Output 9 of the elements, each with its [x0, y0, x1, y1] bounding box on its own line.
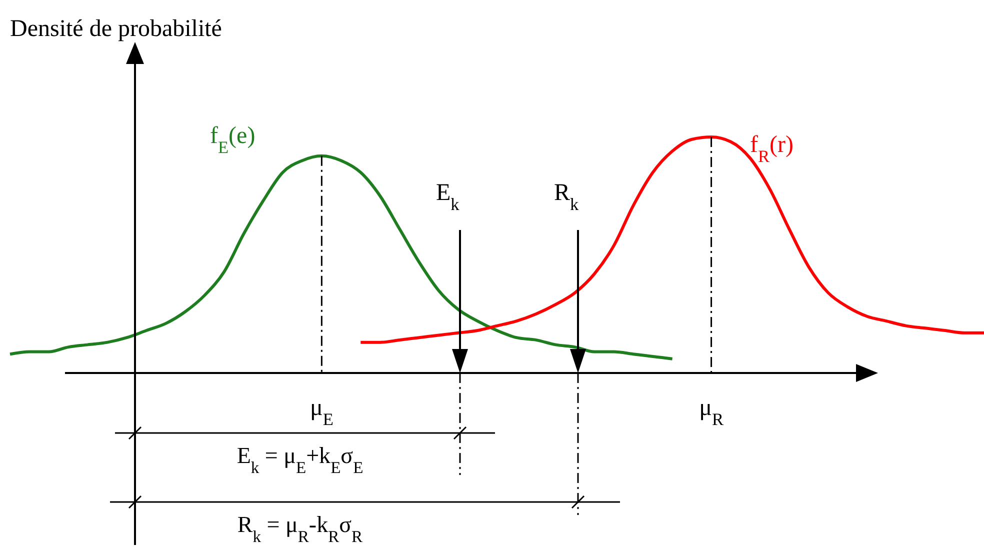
series-label: f$_{R}$(r)	[750, 132, 794, 166]
annotation: E$_{k}$	[436, 180, 460, 214]
text: R$_{k}$ = μ$_{R}$-k$_{R}$σ$_{R}$	[237, 512, 364, 546]
text: E$_{k}$ = μ$_{E}$+k$_{E}$σ$_{E}$	[236, 443, 364, 476]
x-tick-label: μ$_{R}$	[699, 395, 724, 428]
y-axis-title: Densité de probabilité	[10, 16, 222, 42]
series-label: f$_{E}$(e)	[210, 123, 256, 156]
annotation: R$_{k}$	[554, 180, 580, 214]
x-tick-label: μ$_{E}$	[310, 395, 334, 428]
